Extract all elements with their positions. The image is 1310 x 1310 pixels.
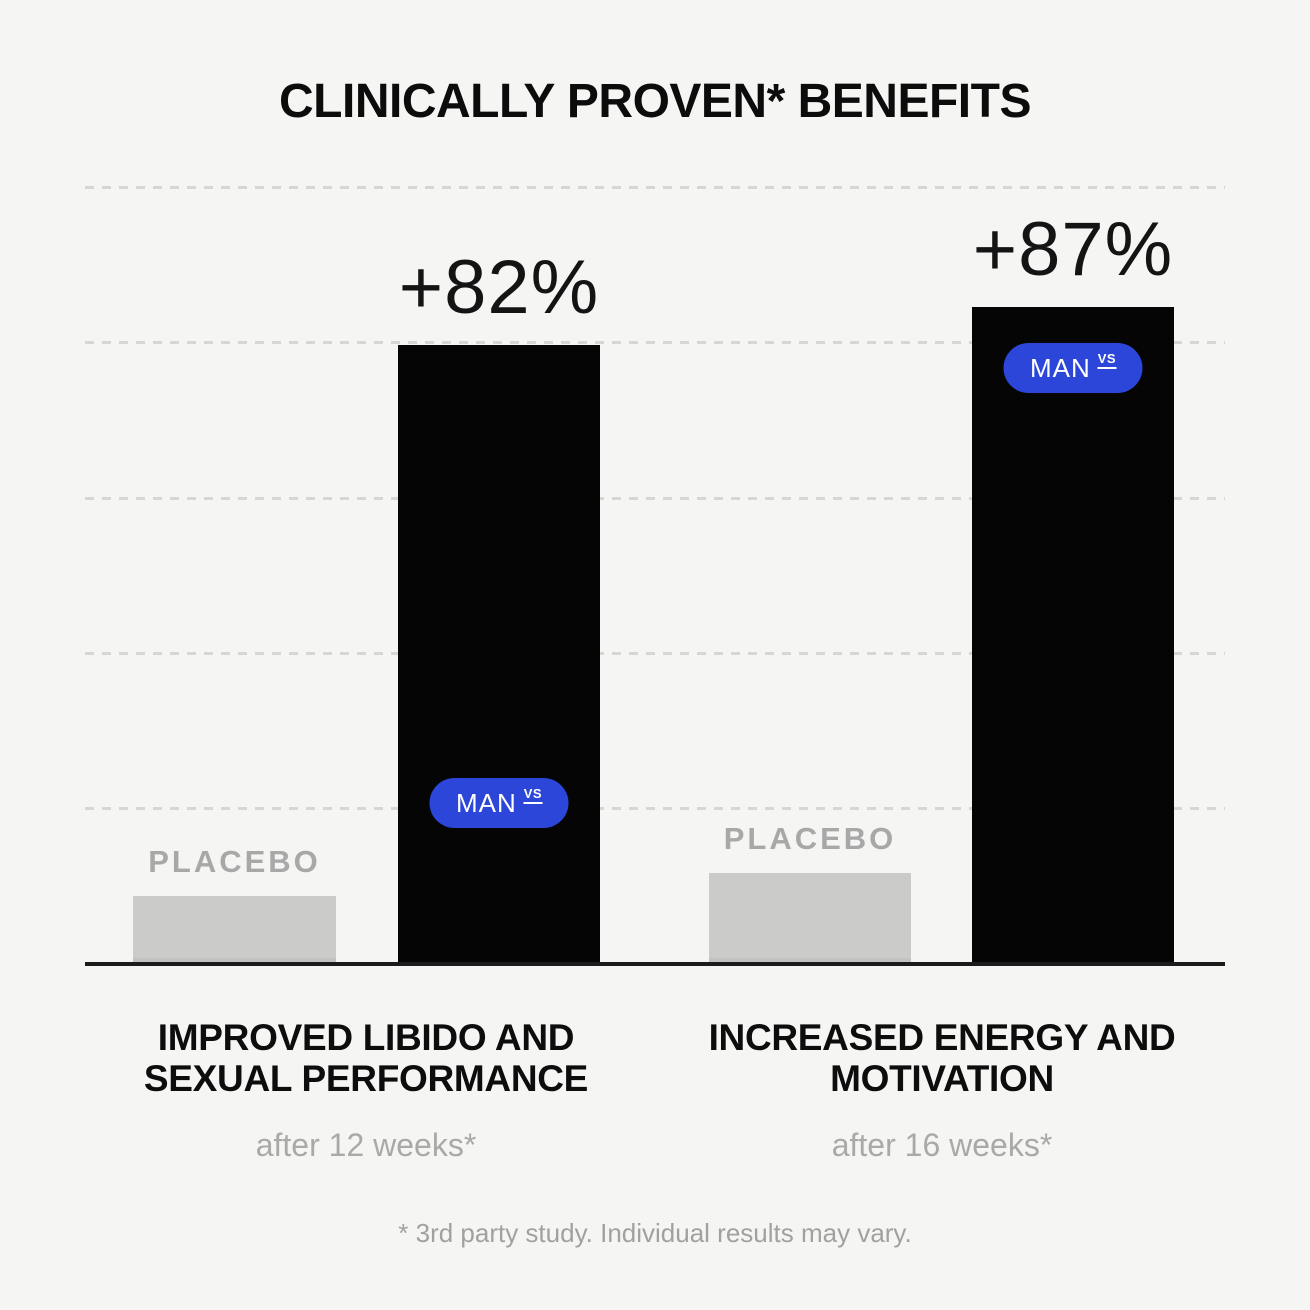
duration-label: after 12 weeks* xyxy=(255,1127,477,1164)
man-bar-group1: +82% MAN VS xyxy=(398,245,600,964)
category-label-line: MOTIVATION xyxy=(830,1057,1054,1099)
category-caption-group2: INCREASED ENERGY AND MOTIVATION after 16… xyxy=(661,1017,1223,1164)
man-brand-pill: MAN VS xyxy=(429,778,569,828)
percent-value-label: +87% xyxy=(972,207,1174,292)
man-vs-suffix: VS xyxy=(523,786,543,804)
placebo-bar-group2: PLACEBO xyxy=(709,821,911,964)
gridline xyxy=(85,807,1225,810)
man-brand-pill: MAN VS xyxy=(1003,343,1143,393)
gridline xyxy=(85,341,1225,344)
category-label: IMPROVED LIBIDO AND SEXUAL PERFORMANCE xyxy=(85,1017,647,1099)
category-label-line: INCREASED ENERGY AND xyxy=(708,1017,1176,1058)
man-bar-group2: +87% MAN VS xyxy=(972,207,1174,964)
man-brand-label: MAN xyxy=(1029,352,1091,383)
category-label: INCREASED ENERGY AND MOTIVATION xyxy=(661,1017,1223,1099)
gridline xyxy=(85,186,1225,189)
disclaimer-footnote: * 3rd party study. Individual results ma… xyxy=(398,1218,912,1248)
man-vs-suffix: VS xyxy=(1097,351,1117,369)
category-label-line: SEXUAL PERFORMANCE xyxy=(143,1057,589,1099)
plot-area: PLACEBO +82% MAN VS PLACEBO +87% MAN VS xyxy=(85,118,1225,966)
man-brand-label: MAN xyxy=(455,787,517,818)
category-caption-group1: IMPROVED LIBIDO AND SEXUAL PERFORMANCE a… xyxy=(85,1017,647,1164)
duration-label: after 16 weeks* xyxy=(831,1127,1053,1164)
chart-title: CLINICALLY PROVEN* BENEFITS xyxy=(279,75,1031,128)
category-label-line: IMPROVED LIBIDO AND xyxy=(157,1017,575,1058)
gridline xyxy=(85,652,1225,655)
placebo-bar-label: PLACEBO xyxy=(723,821,897,856)
gridline xyxy=(85,497,1225,500)
placebo-bar-label: PLACEBO xyxy=(148,844,321,879)
x-axis-baseline xyxy=(85,962,1225,966)
placebo-bar-group1: PLACEBO xyxy=(133,844,336,964)
percent-value-label: +82% xyxy=(398,245,600,330)
